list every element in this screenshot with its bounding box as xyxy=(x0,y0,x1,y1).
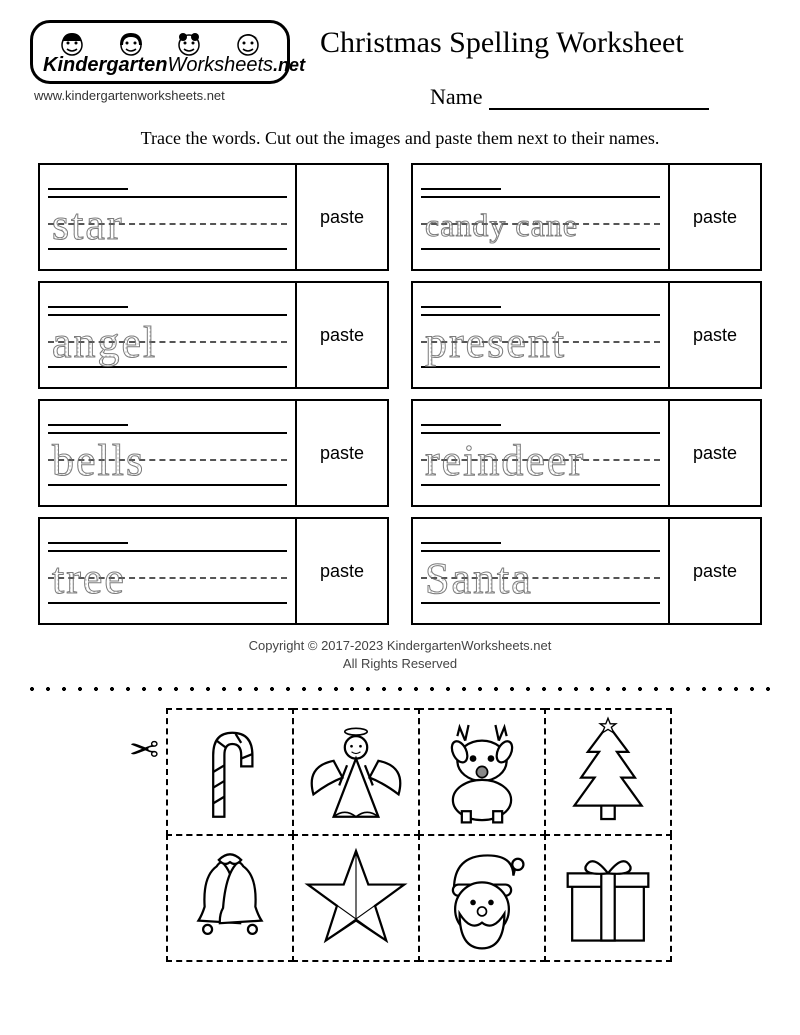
word-cell-candy-cane: candy cane paste xyxy=(411,163,762,271)
name-label: Name xyxy=(430,84,483,109)
logo-url: www.kindergartenworksheets.net xyxy=(34,88,290,103)
copyright-line1: Copyright © 2017-2023 KindergartenWorksh… xyxy=(30,637,770,655)
cutout-bells[interactable] xyxy=(166,834,294,962)
paste-area[interactable]: paste xyxy=(670,401,760,505)
paste-area[interactable]: paste xyxy=(297,283,387,387)
logo-faces-icon xyxy=(43,27,277,57)
instructions-text: Trace the words. Cut out the images and … xyxy=(30,128,770,149)
trace-word: angel xyxy=(52,316,157,370)
trace-word: Santa xyxy=(425,552,533,606)
santa-icon xyxy=(426,842,538,954)
cutout-tree[interactable] xyxy=(544,708,672,836)
cutout-reindeer[interactable] xyxy=(418,708,546,836)
paste-area[interactable]: paste xyxy=(670,519,760,623)
cutout-santa[interactable] xyxy=(418,834,546,962)
scissors-icon: ✂ xyxy=(129,729,159,771)
present-icon xyxy=(552,842,664,954)
cutout-present[interactable] xyxy=(544,834,672,962)
trace-area[interactable]: star xyxy=(40,165,297,269)
cutout-section: ✂ xyxy=(30,709,770,961)
trace-word: star xyxy=(52,198,124,252)
trace-area[interactable]: bells xyxy=(40,401,297,505)
logo-sub-text: Worksheets xyxy=(167,54,273,76)
paste-area[interactable]: paste xyxy=(670,283,760,387)
angel-icon xyxy=(300,716,412,828)
word-grid: star paste candy cane paste angel paste … xyxy=(30,163,770,625)
trace-area[interactable]: Santa xyxy=(413,519,670,623)
word-cell-present: present paste xyxy=(411,281,762,389)
star-icon xyxy=(300,842,412,954)
trace-word: bells xyxy=(52,434,145,488)
copyright-line2: All Rights Reserved xyxy=(30,655,770,673)
word-cell-tree: tree paste xyxy=(38,517,389,625)
tree-icon xyxy=(552,716,664,828)
cutout-angel[interactable] xyxy=(292,708,420,836)
word-cell-santa: Santa paste xyxy=(411,517,762,625)
writing-lines: candy cane xyxy=(421,196,660,250)
logo-main-text: Kindergarten xyxy=(43,54,167,76)
name-field: Name xyxy=(430,84,770,110)
logo-box: KindergartenWorksheets.net xyxy=(30,20,290,84)
trace-word: tree xyxy=(52,552,126,606)
trace-area[interactable]: reindeer xyxy=(413,401,670,505)
writing-lines: star xyxy=(48,196,287,250)
reindeer-icon xyxy=(426,716,538,828)
trace-area[interactable]: candy cane xyxy=(413,165,670,269)
paste-area[interactable]: paste xyxy=(297,519,387,623)
trace-area[interactable]: angel xyxy=(40,283,297,387)
cutout-grid xyxy=(167,709,671,961)
word-cell-reindeer: reindeer paste xyxy=(411,399,762,507)
name-input-line[interactable] xyxy=(489,108,709,110)
trace-area[interactable]: tree xyxy=(40,519,297,623)
word-cell-bells: bells paste xyxy=(38,399,389,507)
candy-cane-icon xyxy=(174,716,286,828)
logo-text: KindergartenWorksheets.net xyxy=(43,55,277,75)
bells-icon xyxy=(174,842,286,954)
copyright-block: Copyright © 2017-2023 KindergartenWorksh… xyxy=(30,637,770,673)
header: KindergartenWorksheets.net www.kindergar… xyxy=(30,20,770,110)
trace-word: present xyxy=(425,316,566,370)
trace-word: candy cane xyxy=(425,198,578,252)
paste-area[interactable]: paste xyxy=(670,165,760,269)
logo-domain-text: .net xyxy=(273,55,305,75)
logo-block: KindergartenWorksheets.net www.kindergar… xyxy=(30,20,290,103)
trace-word: reindeer xyxy=(425,434,585,488)
cutout-candy-cane[interactable] xyxy=(166,708,294,836)
short-line xyxy=(48,188,128,190)
dotted-divider xyxy=(30,683,770,695)
short-line xyxy=(421,188,501,190)
word-cell-angel: angel paste xyxy=(38,281,389,389)
title-block: Christmas Spelling Worksheet Name xyxy=(310,20,770,110)
cutout-star[interactable] xyxy=(292,834,420,962)
word-cell-star: star paste xyxy=(38,163,389,271)
paste-area[interactable]: paste xyxy=(297,165,387,269)
trace-area[interactable]: present xyxy=(413,283,670,387)
paste-area[interactable]: paste xyxy=(297,401,387,505)
page-title: Christmas Spelling Worksheet xyxy=(320,26,770,60)
